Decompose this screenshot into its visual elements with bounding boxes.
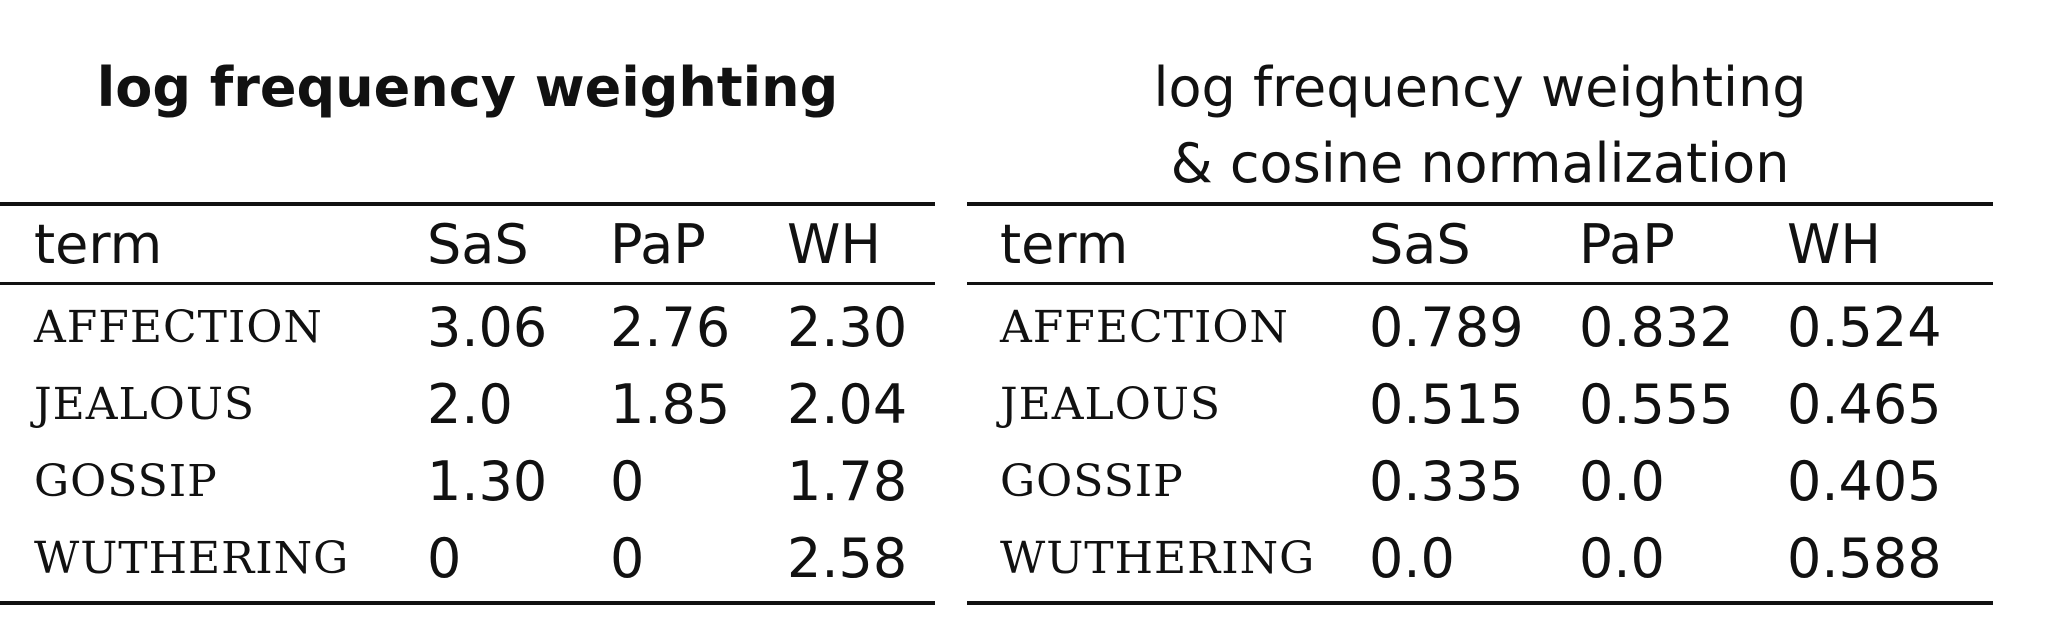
right-title-line-2: & cosine normalization <box>1170 132 1790 195</box>
table-row: AFFECTION 3.06 2.76 2.30 <box>0 284 935 367</box>
value-cell: 0.0 <box>1369 527 1455 590</box>
value-cell: 0.465 <box>1787 373 1942 436</box>
value-cell: 1.30 <box>427 450 548 513</box>
right-title-line-1: log frequency weighting <box>1153 56 1807 119</box>
value-cell: 2.04 <box>787 373 908 436</box>
left-table-title: log frequency weighting <box>96 56 839 119</box>
header-row: term SaS PaP WH <box>0 204 935 284</box>
term-cell: GOSSIP <box>34 456 218 507</box>
cosine-normalization-table: term SaS PaP WH AFFECTION 0.789 0.832 0.… <box>967 202 1993 605</box>
value-cell: 2.0 <box>427 373 513 436</box>
value-cell: 0.588 <box>1787 527 1942 590</box>
value-cell: 0 <box>610 527 645 590</box>
term-cell: GOSSIP <box>1000 456 1184 507</box>
value-cell: 3.06 <box>427 296 548 359</box>
value-cell: 0.335 <box>1369 450 1524 513</box>
table-row: JEALOUS 0.515 0.555 0.465 <box>967 366 1993 443</box>
column-header-pap: PaP <box>610 212 706 276</box>
table-row: WUTHERING 0.0 0.0 0.588 <box>967 520 1993 603</box>
value-cell: 0.405 <box>1787 450 1942 513</box>
value-cell: 1.78 <box>787 450 908 513</box>
column-header-term: term <box>34 212 163 276</box>
term-cell: AFFECTION <box>34 302 323 353</box>
right-table-title: log frequency weighting & cosine normali… <box>967 50 1993 202</box>
column-header-wh: WH <box>1787 212 1881 276</box>
value-cell: 2.76 <box>610 296 731 359</box>
term-cell: JEALOUS <box>34 379 256 430</box>
term-cell: JEALOUS <box>1000 379 1222 430</box>
table-row: GOSSIP 1.30 0 1.78 <box>0 443 935 520</box>
table-row: AFFECTION 0.789 0.832 0.524 <box>967 284 1993 367</box>
table-row: WUTHERING 0 0 2.58 <box>0 520 935 603</box>
table-row: JEALOUS 2.0 1.85 2.04 <box>0 366 935 443</box>
header-row: term SaS PaP WH <box>967 204 1993 284</box>
column-header-pap: PaP <box>1579 212 1675 276</box>
value-cell: 0 <box>610 450 645 513</box>
column-header-wh: WH <box>787 212 881 276</box>
column-header-sas: SaS <box>1369 212 1471 276</box>
column-header-term: term <box>1000 212 1129 276</box>
value-cell: 0.0 <box>1579 450 1665 513</box>
value-cell: 1.85 <box>610 373 731 436</box>
value-cell: 0.0 <box>1579 527 1665 590</box>
log-frequency-table: term SaS PaP WH AFFECTION 3.06 2.76 2.30… <box>0 202 935 605</box>
value-cell: 0.832 <box>1579 296 1734 359</box>
value-cell: 0 <box>427 527 462 590</box>
value-cell: 0.524 <box>1787 296 1942 359</box>
term-cell: WUTHERING <box>34 533 350 584</box>
term-cell: AFFECTION <box>1000 302 1289 353</box>
value-cell: 0.515 <box>1369 373 1524 436</box>
term-cell: WUTHERING <box>1000 533 1316 584</box>
value-cell: 2.30 <box>787 296 908 359</box>
table-row: GOSSIP 0.335 0.0 0.405 <box>967 443 1993 520</box>
value-cell: 2.58 <box>787 527 908 590</box>
column-header-sas: SaS <box>427 212 529 276</box>
value-cell: 0.555 <box>1579 373 1734 436</box>
value-cell: 0.789 <box>1369 296 1524 359</box>
